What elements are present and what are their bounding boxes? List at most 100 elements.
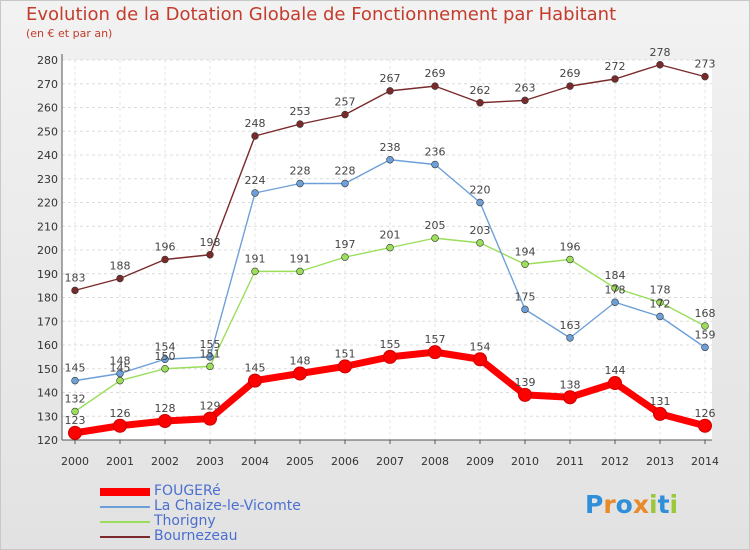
x-tick-label: 2000 bbox=[61, 455, 89, 468]
data-label: 184 bbox=[605, 269, 626, 282]
data-point bbox=[563, 390, 577, 405]
data-label: 191 bbox=[245, 252, 266, 265]
data-label: 196 bbox=[560, 241, 581, 254]
data-label: 144 bbox=[605, 364, 626, 377]
data-point bbox=[116, 274, 124, 283]
data-label: 238 bbox=[380, 141, 401, 154]
data-label: 148 bbox=[110, 355, 131, 368]
data-label: 172 bbox=[650, 298, 671, 311]
y-tick-label: 200 bbox=[37, 244, 58, 257]
proxiti-logo: Proxiti bbox=[585, 490, 679, 519]
chart-title: Evolution de la Dotation Globale de Fonc… bbox=[26, 4, 617, 25]
data-label: 194 bbox=[515, 245, 536, 258]
data-point bbox=[161, 365, 169, 373]
data-point bbox=[116, 369, 124, 378]
data-point bbox=[566, 82, 574, 90]
legend-label-la-chaize: La Chaize-le-Vicomte bbox=[154, 498, 301, 514]
data-label: 155 bbox=[200, 338, 221, 351]
data-label: 157 bbox=[425, 333, 446, 346]
data-label: 188 bbox=[110, 260, 131, 273]
y-tick-label: 180 bbox=[37, 292, 58, 305]
data-label: 138 bbox=[560, 378, 581, 391]
y-tick-label: 250 bbox=[37, 125, 58, 138]
data-point bbox=[158, 414, 172, 428]
data-label: 126 bbox=[110, 407, 131, 420]
y-tick-label: 210 bbox=[37, 220, 58, 233]
data-label: 132 bbox=[65, 393, 86, 406]
data-label: 278 bbox=[650, 46, 671, 59]
legend-swatch-la-chaize bbox=[100, 506, 150, 508]
x-tick-label: 2006 bbox=[331, 455, 359, 468]
data-point bbox=[566, 255, 574, 264]
x-tick-label: 2012 bbox=[601, 455, 629, 468]
data-point bbox=[428, 345, 442, 360]
data-label: 150 bbox=[155, 350, 176, 363]
data-label: 269 bbox=[425, 67, 446, 80]
data-label: 262 bbox=[470, 84, 491, 97]
data-label: 267 bbox=[380, 72, 401, 85]
data-point bbox=[653, 406, 667, 421]
legend-label-bournezeau: Bournezeau bbox=[154, 528, 238, 544]
data-label: 178 bbox=[650, 283, 671, 296]
y-tick-label: 190 bbox=[37, 268, 58, 281]
x-tick-label: 2003 bbox=[196, 455, 224, 468]
data-label: 145 bbox=[110, 362, 131, 375]
x-tick-label: 2010 bbox=[511, 455, 539, 468]
data-point bbox=[611, 75, 619, 83]
data-point bbox=[116, 376, 124, 385]
data-point bbox=[341, 253, 349, 261]
y-tick-label: 150 bbox=[37, 363, 58, 376]
y-tick-label: 160 bbox=[37, 339, 58, 352]
data-label: 205 bbox=[425, 219, 446, 232]
data-point bbox=[431, 160, 439, 169]
data-label: 191 bbox=[290, 252, 311, 265]
grid-lines bbox=[62, 59, 712, 441]
y-tick-label: 170 bbox=[37, 315, 58, 328]
series-lines bbox=[68, 61, 712, 440]
data-point bbox=[386, 87, 394, 95]
data-label: 269 bbox=[560, 67, 581, 80]
data-point bbox=[71, 286, 79, 295]
data-point bbox=[161, 355, 169, 363]
data-label: 198 bbox=[200, 236, 221, 249]
data-point bbox=[521, 96, 529, 105]
data-label: 203 bbox=[470, 224, 491, 237]
data-point bbox=[698, 418, 712, 433]
data-point bbox=[611, 284, 619, 292]
y-tick-label: 120 bbox=[37, 434, 58, 447]
data-point bbox=[476, 198, 484, 207]
data-point bbox=[296, 179, 304, 188]
data-point bbox=[71, 376, 79, 385]
y-tick-label: 260 bbox=[37, 102, 58, 115]
data-label: 129 bbox=[200, 400, 221, 413]
data-label: 196 bbox=[155, 241, 176, 254]
data-point bbox=[701, 343, 709, 352]
data-point bbox=[206, 251, 214, 259]
data-label: 168 bbox=[695, 307, 716, 320]
data-label: 201 bbox=[380, 229, 401, 242]
data-label: 131 bbox=[650, 395, 671, 408]
y-tick-label: 240 bbox=[37, 149, 58, 162]
data-label: 163 bbox=[560, 319, 581, 332]
data-point bbox=[206, 353, 214, 361]
y-tick-label: 130 bbox=[37, 410, 58, 423]
data-label: 154 bbox=[155, 340, 176, 353]
data-point bbox=[566, 334, 574, 342]
legend-swatch-fougere bbox=[100, 488, 150, 496]
data-point bbox=[386, 243, 394, 252]
data-point bbox=[341, 110, 349, 119]
data-label: 263 bbox=[515, 81, 536, 94]
data-point bbox=[473, 352, 487, 367]
data-label: 178 bbox=[605, 283, 626, 296]
data-point bbox=[701, 322, 709, 330]
data-point bbox=[518, 387, 532, 402]
data-label: 159 bbox=[695, 328, 716, 341]
legend-label-thorigny: Thorigny bbox=[154, 513, 216, 529]
x-tick-label: 2007 bbox=[376, 455, 404, 468]
data-point bbox=[251, 267, 259, 276]
data-label: 145 bbox=[65, 362, 86, 375]
y-tick-label: 270 bbox=[37, 78, 58, 91]
data-point bbox=[386, 156, 394, 164]
x-tick-label: 2008 bbox=[421, 455, 449, 468]
chart-subtitle: (en € et par an) bbox=[26, 27, 113, 40]
